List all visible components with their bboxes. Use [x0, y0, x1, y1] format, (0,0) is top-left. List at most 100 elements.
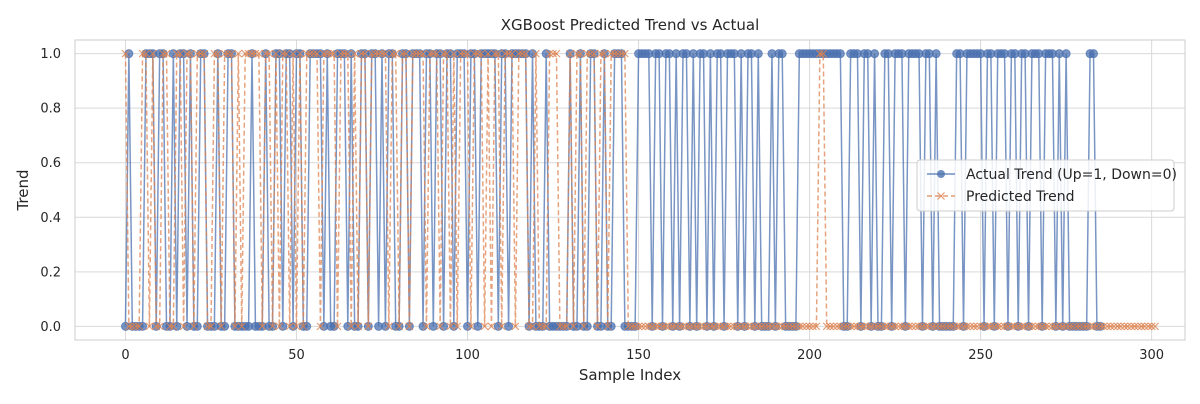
predicted-trend-point [213, 49, 222, 58]
plot-frame [74, 39, 1186, 341]
predicted-trend-point [278, 49, 287, 58]
predicted-trend-point [833, 322, 841, 331]
predicted-trend-point [963, 322, 971, 331]
predicted-trend-point [244, 49, 253, 58]
x-tick-label: 250 [968, 348, 993, 363]
predicted-trend-point [230, 322, 239, 331]
predicted-trend-point [299, 322, 308, 331]
predicted-trend-point [470, 49, 479, 58]
predicted-trend-point [850, 322, 858, 331]
predicted-trend-point [768, 322, 776, 331]
predicted-trend-point [1099, 322, 1108, 331]
predicted-trend-point [1034, 322, 1043, 331]
predicted-trend-point [131, 322, 140, 331]
predicted-trend-point [200, 49, 209, 58]
predicted-trend-point [429, 49, 438, 58]
predicted-trend-point [261, 49, 270, 58]
predicted-trend-point [942, 322, 951, 331]
predicted-trend-point [1010, 322, 1019, 331]
predicted-trend-point [1024, 322, 1033, 331]
predicted-trend-point [549, 49, 557, 58]
predicted-trend-point [463, 49, 472, 58]
predicted-trend-point [521, 49, 530, 58]
predicted-trend-point [268, 322, 277, 331]
predicted-trend-point [135, 322, 144, 331]
predicted-trend-point [467, 322, 475, 331]
predicted-trend-point [326, 49, 335, 58]
predicted-trend-point [347, 322, 356, 331]
predicted-trend-point [316, 322, 325, 331]
predicted-trend-point [384, 322, 393, 331]
x-tick-label: 150 [626, 348, 651, 363]
predicted-trend-point [408, 49, 417, 58]
predicted-trend-point [887, 322, 896, 331]
predicted-trend-point [856, 322, 865, 331]
predicted-trend-point [638, 322, 646, 331]
predicted-trend-point [894, 322, 903, 331]
predicted-trend-point [378, 49, 386, 58]
predicted-trend-point [651, 322, 660, 331]
predicted-trend-point [915, 322, 923, 331]
predicted-trend-point [935, 322, 944, 331]
predicted-trend-point [313, 49, 321, 58]
predicted-trend-point [162, 49, 171, 58]
x-tick-label: 0 [121, 348, 129, 363]
predicted-trend-point [292, 322, 301, 331]
predicted-trend-point [295, 49, 304, 58]
predicted-trend-point [490, 49, 499, 58]
predicted-trend-point [679, 322, 687, 331]
predicted-trend-point [234, 49, 243, 58]
predicted-trend-point [809, 322, 817, 331]
predicted-trend-point [412, 49, 421, 58]
predicted-trend-point [617, 49, 626, 58]
predicted-trend-point [220, 49, 229, 58]
predicted-trend-point [655, 322, 663, 331]
predicted-trend-point [306, 49, 315, 58]
predicted-trend-point [155, 322, 164, 331]
predicted-trend-point [1075, 322, 1084, 331]
predicted-trend-point [648, 322, 657, 331]
predicted-trend-point [542, 322, 551, 331]
predicted-trend-point [627, 322, 636, 331]
predicted-trend-series [121, 49, 1159, 331]
predicted-trend-point [1021, 322, 1030, 331]
predicted-trend-point [1086, 322, 1095, 331]
predicted-trend-point [559, 322, 568, 331]
predicted-trend-point [747, 322, 756, 331]
predicted-trend-point [706, 322, 715, 331]
predicted-trend-point [1096, 322, 1105, 331]
predicted-trend-point [128, 322, 137, 331]
predicted-trend-point [607, 49, 616, 58]
predicted-trend-point [152, 322, 161, 331]
predicted-trend-point [579, 322, 588, 331]
predicted-trend-point [265, 49, 274, 58]
predicted-trend-point [272, 49, 280, 58]
predicted-trend-point [562, 322, 571, 331]
predicted-trend-point [453, 322, 462, 331]
predicted-trend-point [148, 49, 157, 58]
actual-trend-point [870, 49, 880, 59]
predicted-trend-point [1031, 322, 1040, 331]
legend-x-marker [937, 192, 945, 200]
predicted-trend-point [535, 322, 544, 331]
predicted-trend-point [898, 322, 906, 331]
predicted-trend-point [569, 322, 578, 331]
predicted-trend-point [508, 49, 516, 58]
predicted-trend-point [511, 322, 520, 331]
predicted-trend-point [593, 322, 602, 331]
predicted-trend-point [398, 49, 407, 58]
predicted-trend-point [1116, 322, 1125, 331]
predicted-trend-point [1000, 322, 1009, 331]
predicted-trend-point [932, 322, 941, 331]
predicted-trend-point [1106, 322, 1115, 331]
predicted-trend-point [860, 322, 869, 331]
predicted-trend-point [1151, 322, 1159, 331]
predicted-trend-point [145, 322, 154, 331]
predicted-trend-point [610, 49, 619, 58]
predicted-trend-point [778, 322, 787, 331]
predicted-trend-point [634, 322, 643, 331]
predicted-trend-point [781, 322, 790, 331]
predicted-trend-point [740, 322, 749, 331]
predicted-trend-point [545, 49, 554, 58]
predicted-trend-point [771, 322, 780, 331]
